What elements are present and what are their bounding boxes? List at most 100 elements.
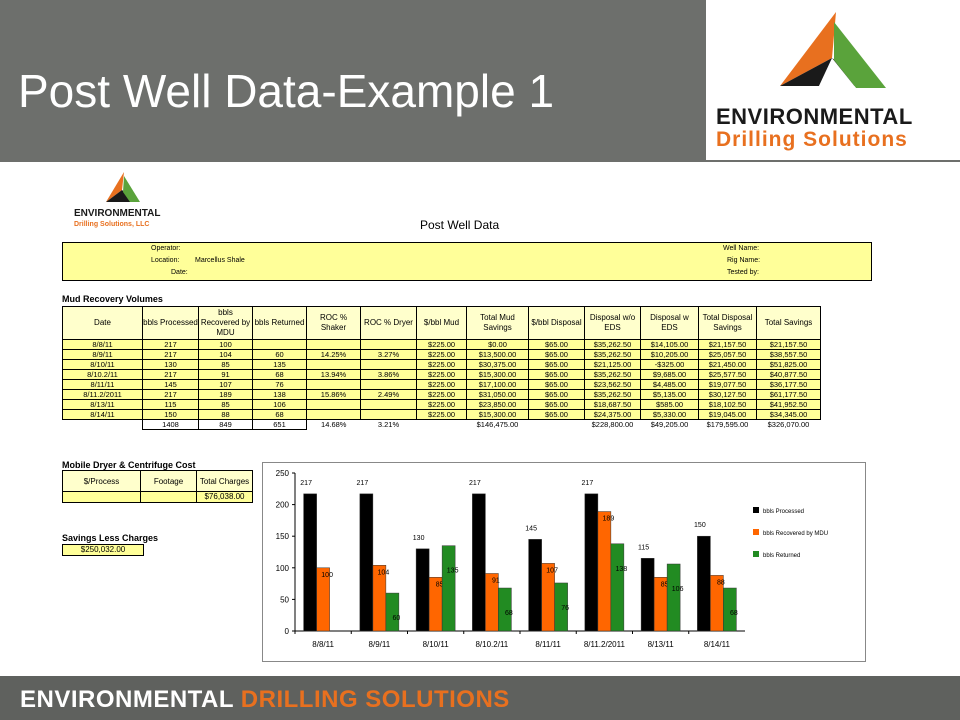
table-cell: $225.00	[416, 399, 467, 410]
table-cell: 3.21%	[360, 419, 417, 430]
mdc-section-title: Mobile Dryer & Centrifuge Cost	[62, 460, 196, 470]
table-cell: 138	[252, 389, 307, 400]
table-cell: $51,825.00	[756, 359, 821, 370]
table-cell: $65.00	[528, 379, 585, 390]
y-tick-label: 100	[276, 564, 290, 573]
table-header-row: $/Process Footage Total Charges	[62, 470, 253, 492]
table-cell: $5,135.00	[640, 389, 699, 400]
x-tick-label: 8/10.2/11	[475, 640, 508, 649]
table-cell	[62, 419, 143, 430]
table-cell: 115	[142, 399, 199, 410]
table-cell: 8/13/11	[62, 399, 143, 410]
location-value: Marcellus Shale	[195, 257, 245, 264]
data-label: 88	[717, 579, 725, 586]
data-label: 150	[694, 522, 706, 529]
savings-value: $250,032.00	[62, 544, 144, 556]
table-cell: 106	[252, 399, 307, 410]
data-label: 145	[525, 525, 537, 532]
table-cell: $326,070.00	[756, 419, 821, 430]
table-cell: 8/10.2/11	[62, 369, 143, 380]
chart-bar	[597, 511, 612, 632]
table-cell: $36,177.50	[756, 379, 821, 390]
table-cell	[416, 419, 467, 430]
table-cell: $585.00	[640, 399, 699, 410]
chart-panel: 0 50 100 150 200 250 8/8/11 217 100 8/9/11 217 104 6…	[262, 462, 866, 662]
table-cell: $18,687.50	[584, 399, 641, 410]
table-cell: $65.00	[528, 349, 585, 360]
table-row: $76,038.00	[62, 491, 253, 503]
company-logo	[706, 0, 960, 160]
table-cell: $23,562.50	[584, 379, 641, 390]
table-cell: $/Process	[62, 470, 141, 492]
table-cell: Date	[62, 306, 143, 340]
table-cell: 68	[252, 409, 307, 420]
table-cell	[306, 399, 361, 410]
table-cell: 13.94%	[306, 369, 361, 380]
rig-name-label: Rig Name:	[727, 257, 761, 264]
table-cell: 76	[252, 379, 307, 390]
table-cell: $10,205.00	[640, 349, 699, 360]
table-cell: $76,038.00	[196, 491, 253, 503]
table-cell: $225.00	[416, 379, 467, 390]
logo-subtitle: Drilling Solutions	[716, 128, 908, 151]
table-cell: $5,330.00	[640, 409, 699, 420]
table-cell: $35,262.50	[584, 339, 641, 350]
legend-label: bbls Processed	[763, 509, 804, 515]
tested-by-label: Tested by:	[727, 269, 759, 276]
table-row: 8/13/11 115 85 106 $225.00 $23,850.00 $65.00 $1…	[62, 399, 821, 410]
table-cell: $19,077.50	[698, 379, 757, 390]
table-cell: $18,102.50	[698, 399, 757, 410]
table-cell: bbls Recovered by MDU	[198, 306, 253, 340]
chart-bar	[584, 493, 599, 632]
table-cell: $35,262.50	[584, 389, 641, 400]
legend-swatch	[753, 551, 759, 557]
table-cell: 1408	[142, 419, 199, 430]
table-cell: $34,345.00	[756, 409, 821, 420]
table-cell: 651	[252, 419, 307, 430]
date-label: Date:	[171, 269, 188, 276]
x-tick-label: 8/8/11	[312, 640, 334, 649]
table-cell	[306, 379, 361, 390]
table-cell: 60	[252, 349, 307, 360]
y-tick-label: 150	[276, 532, 290, 541]
table-cell: 68	[252, 369, 307, 380]
table-cell: 91	[198, 369, 253, 380]
table-cell: 217	[142, 389, 199, 400]
savings-section-title: Savings Less Charges	[62, 533, 159, 543]
table-cell	[306, 359, 361, 370]
table-cell: Disposal w EDS	[640, 306, 699, 340]
footer-part2: DRILLING SOLUTIONS	[240, 686, 510, 713]
chart-bar	[498, 587, 512, 632]
chart-bar	[472, 493, 486, 632]
table-cell: 135	[252, 359, 307, 370]
table-cell: 85	[198, 359, 253, 370]
table-totals-row: 1408 849 651 14.68% 3.21% $146,475.00 $228,800…	[62, 419, 821, 430]
table-row: 8/11/11 145 107 76 $225.00 $17,100.00 $65.00 $2…	[62, 379, 821, 390]
mud-section-title: Mud Recovery Volumes	[62, 294, 163, 304]
y-tick-label: 50	[280, 595, 289, 604]
chart-bar	[723, 587, 737, 632]
sheet-logo-name: ENVIRONMENTAL	[74, 208, 161, 219]
well-info-block: Operator: Location: Marcellus Shale Date…	[62, 242, 872, 281]
y-tick-label: 250	[276, 469, 290, 478]
table-cell	[360, 399, 417, 410]
table-cell: 88	[198, 409, 253, 420]
table-cell	[360, 379, 417, 390]
table-cell: 8/10/11	[62, 359, 143, 370]
table-cell: $65.00	[528, 409, 585, 420]
table-cell: $225.00	[416, 359, 467, 370]
table-cell: 85	[198, 399, 253, 410]
table-cell: 107	[198, 379, 253, 390]
data-label: 91	[492, 577, 500, 584]
table-cell	[306, 409, 361, 420]
data-label: 217	[582, 480, 594, 487]
table-cell: 15.86%	[306, 389, 361, 400]
location-label: Location:	[151, 257, 180, 264]
data-label: 217	[469, 480, 481, 487]
table-cell: $65.00	[528, 339, 585, 350]
x-tick-label: 8/11/11	[535, 640, 561, 649]
table-cell: $225.00	[416, 349, 467, 360]
data-label: 115	[638, 544, 649, 551]
sheet-logo-icon	[106, 172, 140, 202]
table-cell: Total Mud Savings	[466, 306, 529, 340]
